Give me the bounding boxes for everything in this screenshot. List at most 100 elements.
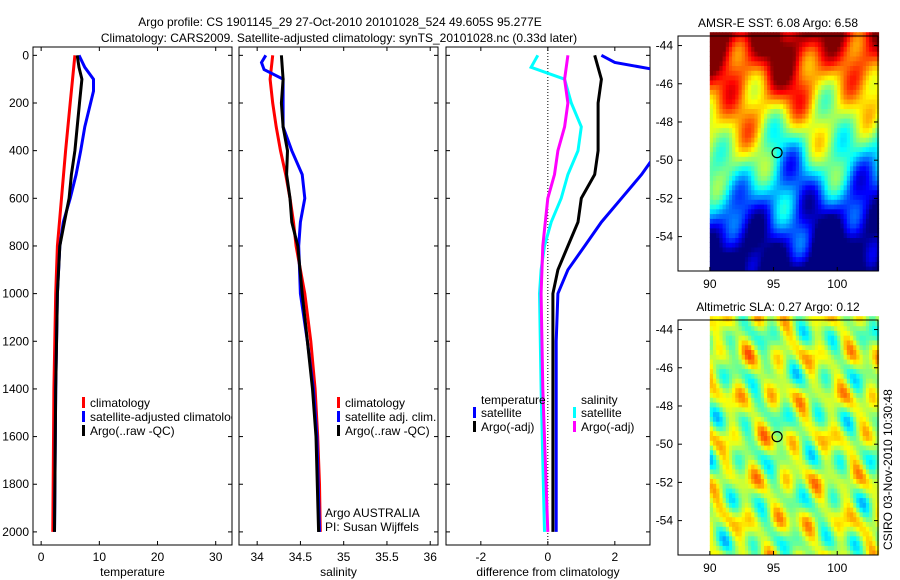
heatmap-cell — [722, 199, 727, 205]
heatmap-cell — [818, 218, 822, 224]
heatmap-cell — [808, 445, 813, 451]
heatmap-cell — [799, 51, 803, 57]
heatmap-cell — [814, 75, 819, 81]
heatmap-cell — [786, 46, 790, 52]
heatmap-cell — [713, 251, 717, 258]
heatmap-cell — [811, 483, 816, 489]
heatmap-cell — [732, 122, 736, 129]
heatmap-cell — [767, 383, 771, 389]
heatmap-cell — [862, 60, 867, 66]
heatmap-cell — [754, 426, 758, 432]
heatmap-cell — [843, 242, 848, 248]
heatmap-cell — [792, 32, 797, 38]
heatmap-cell — [805, 247, 809, 253]
heatmap-cell — [735, 75, 739, 81]
heatmap-cell — [773, 483, 778, 489]
heatmap-cell — [757, 70, 762, 76]
heatmap-cell — [795, 175, 800, 181]
heatmap-cell — [805, 387, 809, 393]
heatmap-cell — [805, 108, 809, 114]
heatmap-cell — [748, 99, 752, 105]
heatmap-cell — [811, 165, 816, 172]
heatmap-cell — [799, 118, 803, 124]
heatmap-cell — [837, 340, 841, 346]
heatmap-cell — [795, 502, 800, 508]
heatmap-cell — [776, 118, 781, 124]
heatmap-cell — [716, 378, 720, 384]
heatmap-cell — [760, 545, 765, 551]
heatmap-cell — [741, 213, 746, 219]
heatmap-cell — [814, 247, 819, 253]
heatmap-cell — [830, 473, 835, 479]
heatmap-cell — [773, 497, 778, 503]
heatmap-cell — [811, 118, 816, 124]
heatmap-cell — [802, 89, 806, 95]
heatmap-cell — [859, 261, 864, 267]
heatmap-cell — [795, 46, 800, 52]
heatmap-cell — [872, 89, 876, 95]
heatmap-cell — [716, 137, 720, 143]
heatmap-cell — [722, 378, 727, 384]
heatmap-cell — [748, 392, 752, 398]
heatmap-cell — [783, 411, 787, 417]
heatmap-cell — [725, 113, 730, 119]
heatmap-cell — [840, 344, 844, 350]
heatmap-cell — [713, 349, 717, 355]
heatmap-cell — [818, 161, 822, 167]
heatmap-cell — [713, 406, 717, 413]
heatmap-cell — [744, 449, 749, 456]
y-tick-label: 1400 — [2, 382, 29, 396]
heatmap-cell — [719, 204, 723, 210]
heatmap-cell — [824, 142, 829, 148]
heatmap-cell — [735, 137, 739, 143]
heatmap-cell — [872, 122, 876, 129]
heatmap-cell — [744, 65, 749, 71]
heatmap-cell — [811, 406, 816, 413]
heatmap-cell — [792, 488, 797, 494]
heatmap-cell — [770, 37, 774, 43]
heatmap-cell — [751, 492, 755, 499]
heatmap-cell — [729, 70, 733, 76]
heatmap-cell — [732, 89, 736, 95]
heatmap-cell — [738, 137, 743, 143]
heatmap-cell — [779, 228, 784, 234]
heatmap-cell — [764, 387, 768, 393]
heatmap-cell — [872, 84, 876, 90]
heatmap-cell — [846, 237, 851, 243]
heatmap-cell — [843, 368, 848, 374]
heatmap-cell — [808, 51, 813, 57]
heatmap-cell — [767, 435, 771, 441]
heatmap-cell — [735, 266, 739, 272]
heatmap-cell — [722, 497, 727, 503]
heatmap-cell — [808, 397, 813, 403]
heatmap-cell — [757, 354, 762, 360]
heatmap-cell — [776, 392, 781, 398]
heatmap-cell — [783, 473, 787, 479]
heatmap-cell — [805, 507, 809, 513]
heatmap-cell — [732, 550, 736, 556]
heatmap-cell — [776, 378, 781, 384]
heatmap-cell — [805, 492, 809, 499]
heatmap-cell — [770, 208, 774, 215]
heatmap-cell — [770, 32, 774, 38]
heatmap-cell — [767, 127, 771, 133]
heatmap-cell — [722, 146, 727, 152]
heatmap-cell — [713, 459, 717, 465]
heatmap-cell — [872, 256, 876, 262]
heatmap-cell — [722, 335, 727, 341]
heatmap-cell — [748, 266, 752, 272]
heatmap-cell — [821, 406, 825, 413]
heatmap-cell — [802, 449, 806, 456]
heatmap-cell — [789, 256, 794, 262]
heatmap-cell — [789, 406, 794, 413]
heatmap-cell — [811, 261, 816, 267]
heatmap-cell — [811, 156, 816, 162]
heatmap-cell — [713, 103, 717, 109]
heatmap-cell — [748, 383, 752, 389]
heatmap-cell — [751, 79, 755, 86]
heatmap-cell — [859, 108, 864, 114]
heatmap-cell — [802, 521, 806, 527]
heatmap-cell — [792, 478, 797, 484]
heatmap-cell — [837, 84, 841, 90]
heatmap-cell — [827, 516, 832, 522]
